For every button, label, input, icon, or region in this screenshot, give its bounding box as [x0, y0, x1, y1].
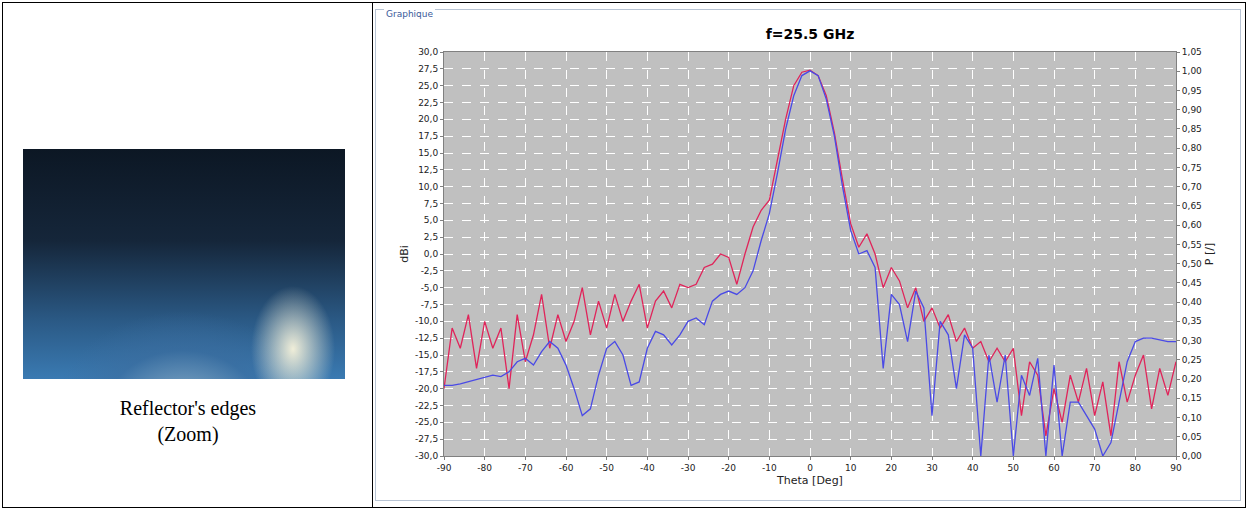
- svg-text:17,5: 17,5: [418, 131, 438, 141]
- svg-text:1,05: 1,05: [1182, 47, 1202, 57]
- svg-text:50: 50: [1008, 463, 1020, 473]
- svg-text:-40: -40: [640, 463, 655, 473]
- svg-text:-7,5: -7,5: [421, 300, 439, 310]
- svg-text:7,5: 7,5: [424, 199, 438, 209]
- svg-text:20,0: 20,0: [418, 114, 438, 124]
- svg-text:0,30: 0,30: [1182, 336, 1202, 346]
- svg-text:-17,5: -17,5: [415, 367, 438, 377]
- svg-text:0,45: 0,45: [1182, 278, 1202, 288]
- svg-text:0,50: 0,50: [1182, 259, 1202, 269]
- svg-text:30,0: 30,0: [418, 47, 438, 57]
- html-text:Graphique: Graphique: [386, 9, 434, 19]
- svg-text:15,0: 15,0: [418, 148, 438, 158]
- svg-text:0,15: 0,15: [1182, 393, 1202, 403]
- svg-text:0,75: 0,75: [1182, 163, 1202, 173]
- svg-text:-20,0: -20,0: [415, 384, 439, 394]
- svg-text:0,05: 0,05: [1182, 432, 1202, 442]
- svg-text:dBi: dBi: [398, 245, 411, 263]
- svg-text:-30: -30: [681, 463, 696, 473]
- svg-text:0,55: 0,55: [1182, 240, 1202, 250]
- svg-text:80: 80: [1130, 463, 1142, 473]
- svg-text:0,20: 0,20: [1182, 374, 1202, 384]
- svg-text:12,5: 12,5: [418, 165, 438, 175]
- svg-text:0,40: 0,40: [1182, 297, 1202, 307]
- svg-text:-60: -60: [559, 463, 574, 473]
- svg-text:0,00: 0,00: [1182, 451, 1202, 461]
- svg-text:Theta [Deg]: Theta [Deg]: [776, 474, 843, 487]
- svg-text:0,95: 0,95: [1182, 86, 1202, 96]
- svg-text:0,10: 0,10: [1182, 413, 1202, 423]
- svg-text:27,5: 27,5: [418, 64, 438, 74]
- svg-text:70: 70: [1089, 463, 1101, 473]
- svg-text:0,25: 0,25: [1182, 355, 1202, 365]
- svg-text:60: 60: [1048, 463, 1060, 473]
- svg-text:0: 0: [807, 463, 813, 473]
- svg-text:-80: -80: [477, 463, 492, 473]
- svg-text:-50: -50: [599, 463, 614, 473]
- svg-text:10,0: 10,0: [418, 182, 438, 192]
- svg-text:-5,0: -5,0: [421, 283, 439, 293]
- svg-text:-12,5: -12,5: [415, 333, 438, 343]
- svg-text:0,65: 0,65: [1182, 201, 1202, 211]
- svg-text:-25,0: -25,0: [415, 417, 439, 427]
- svg-text:0,80: 0,80: [1182, 143, 1202, 153]
- svg-text:-27,5: -27,5: [415, 434, 438, 444]
- svg-text:0,35: 0,35: [1182, 316, 1202, 326]
- svg-text:-22,5: -22,5: [415, 401, 438, 411]
- svg-text:40: 40: [967, 463, 979, 473]
- svg-text:20: 20: [886, 463, 898, 473]
- svg-text:10: 10: [845, 463, 857, 473]
- svg-text:-15,0: -15,0: [415, 350, 439, 360]
- svg-text:0,90: 0,90: [1182, 105, 1202, 115]
- svg-text:0,60: 0,60: [1182, 220, 1202, 230]
- svg-text:0,85: 0,85: [1182, 124, 1202, 134]
- svg-text:-20: -20: [721, 463, 736, 473]
- svg-text:30: 30: [926, 463, 938, 473]
- svg-text:-2,5: -2,5: [421, 266, 439, 276]
- svg-text:1,00: 1,00: [1182, 66, 1202, 76]
- svg-text:-10,0: -10,0: [415, 316, 439, 326]
- svg-text:P [/]: P [/]: [1203, 243, 1216, 265]
- svg-text:-30,0: -30,0: [415, 451, 439, 461]
- svg-text:90: 90: [1170, 463, 1182, 473]
- html-text:Reflector's edges (Zoom): Reflector's edges (Zoom): [119, 397, 257, 445]
- svg-text:5,0: 5,0: [424, 215, 439, 225]
- svg-text:-90: -90: [437, 463, 452, 473]
- svg-text:f=25.5 GHz: f=25.5 GHz: [766, 26, 855, 42]
- svg-text:-70: -70: [518, 463, 533, 473]
- svg-text:0,0: 0,0: [424, 249, 439, 259]
- svg-text:22,5: 22,5: [418, 98, 438, 108]
- svg-text:25,0: 25,0: [418, 81, 438, 91]
- svg-text:2,5: 2,5: [424, 232, 438, 242]
- svg-text:-10: -10: [762, 463, 777, 473]
- svg-text:0,70: 0,70: [1182, 182, 1202, 192]
